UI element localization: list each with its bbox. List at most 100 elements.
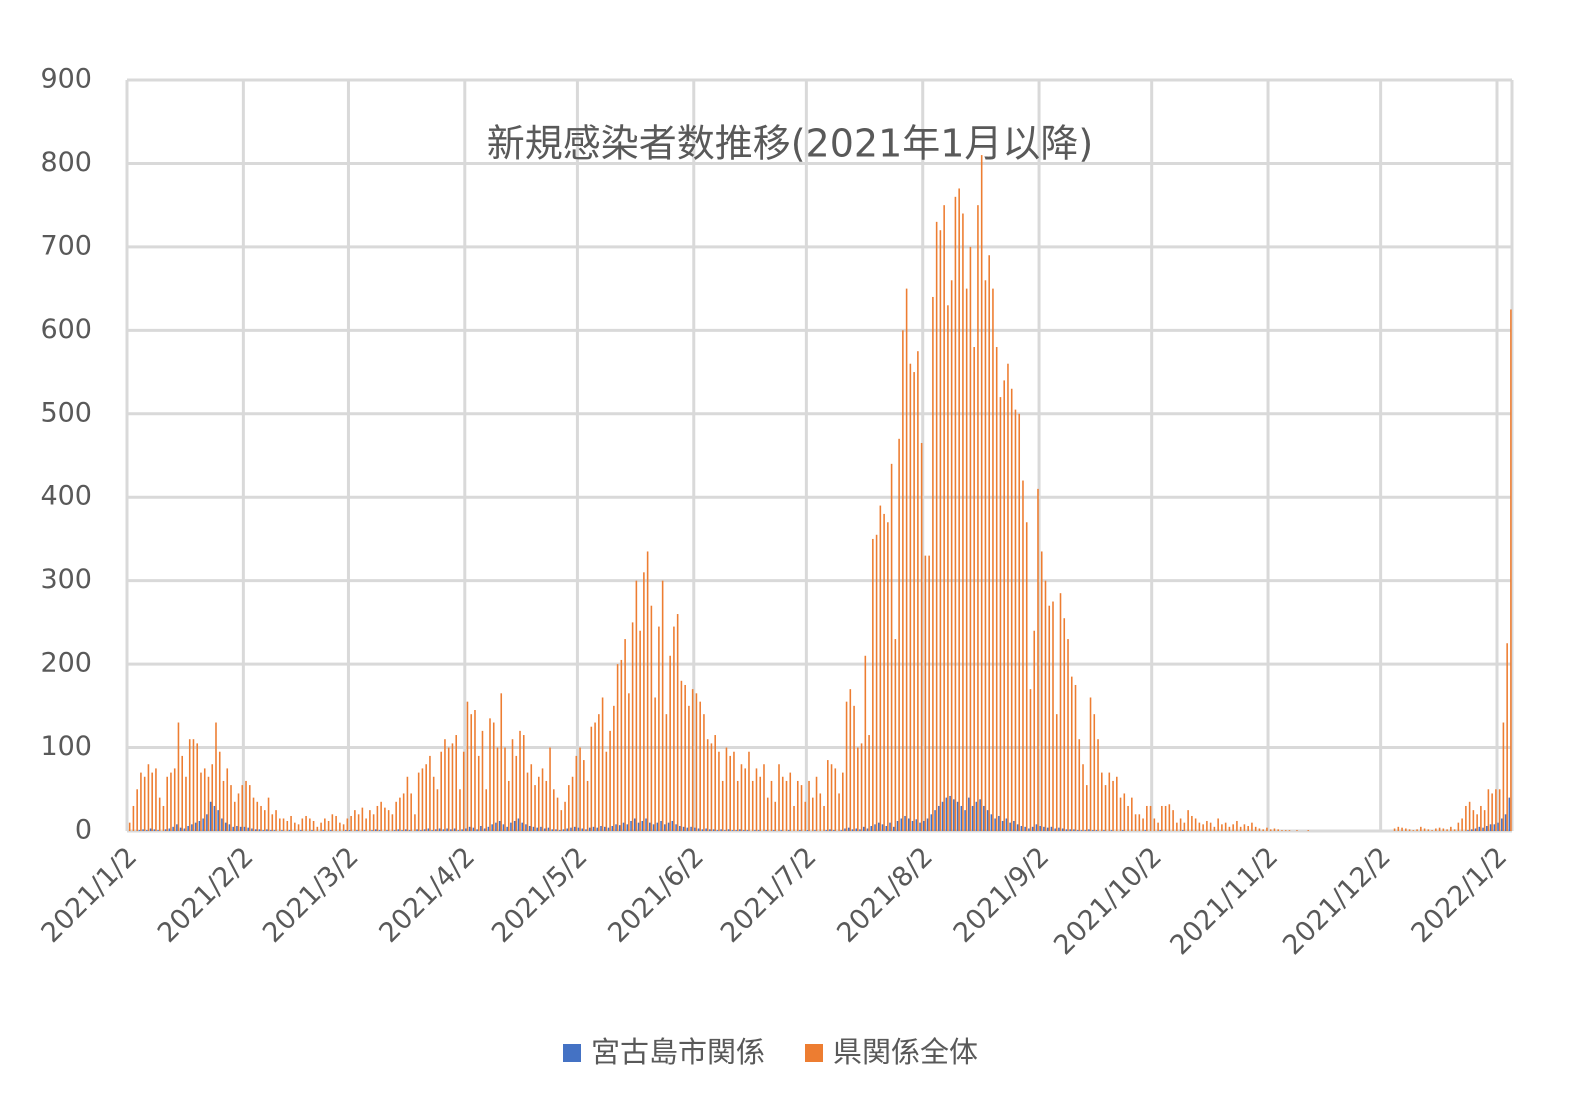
- bar: [594, 722, 596, 831]
- bar: [859, 829, 861, 831]
- bar: [575, 755, 578, 831]
- bar: [562, 829, 565, 831]
- bar: [457, 830, 460, 831]
- bar: [248, 785, 251, 831]
- bar: [459, 789, 461, 831]
- bar: [534, 785, 536, 831]
- bar: [1005, 818, 1008, 831]
- bar: [844, 828, 846, 831]
- bar: [564, 801, 566, 831]
- bar: [881, 824, 884, 831]
- bar: [847, 827, 850, 831]
- bar: [423, 829, 426, 831]
- bar: [202, 818, 204, 831]
- bar: [286, 820, 289, 831]
- bar: [938, 805, 940, 831]
- bar: [1471, 829, 1473, 831]
- bar: [1420, 826, 1422, 831]
- bar: [774, 801, 777, 831]
- y-tick-label: 600: [40, 314, 92, 345]
- bar: [1504, 814, 1507, 831]
- bar: [971, 805, 974, 831]
- bar: [827, 760, 829, 831]
- bar: [804, 801, 807, 831]
- bar: [192, 739, 195, 831]
- bar: [477, 755, 480, 831]
- bar: [279, 818, 281, 831]
- bar: [697, 828, 700, 831]
- bar: [553, 789, 555, 831]
- bar: [187, 825, 189, 831]
- bar: [780, 830, 782, 831]
- bar: [919, 822, 921, 831]
- bar: [1474, 828, 1477, 831]
- bar: [973, 347, 975, 831]
- bar: [496, 747, 499, 831]
- bar: [405, 829, 407, 831]
- bar: [720, 829, 722, 831]
- bar: [943, 205, 945, 831]
- bar: [502, 824, 505, 831]
- bar: [630, 820, 632, 831]
- bar: [975, 801, 978, 831]
- bar: [495, 822, 497, 831]
- bar: [607, 827, 610, 831]
- bar: [879, 505, 882, 831]
- bar: [1104, 785, 1107, 831]
- bar: [170, 772, 172, 831]
- bar: [421, 768, 424, 831]
- bar: [1288, 830, 1291, 831]
- bar: [739, 829, 741, 831]
- bar: [309, 818, 311, 831]
- bar: [1013, 820, 1015, 831]
- bar: [680, 680, 683, 831]
- bar: [1423, 828, 1426, 831]
- bar: [1239, 826, 1242, 831]
- bar: [369, 810, 371, 831]
- bar: [387, 810, 390, 831]
- bar: [1097, 739, 1099, 831]
- bar: [1489, 824, 1492, 831]
- bar: [155, 768, 157, 831]
- bar: [391, 814, 394, 831]
- bar: [166, 776, 168, 831]
- bar: [849, 689, 852, 831]
- bar: [1164, 805, 1167, 831]
- bar: [128, 822, 131, 831]
- bar: [1472, 810, 1475, 831]
- bar: [900, 818, 903, 831]
- bar: [447, 747, 450, 831]
- bar: [1273, 828, 1276, 831]
- bar: [628, 693, 630, 831]
- bar: [1269, 829, 1272, 831]
- bar: [243, 826, 246, 831]
- bar: [267, 797, 270, 831]
- bar: [1035, 824, 1038, 831]
- bar: [233, 801, 236, 831]
- bar: [690, 826, 692, 831]
- bar: [667, 822, 670, 831]
- bar: [356, 830, 358, 831]
- bar: [800, 785, 803, 831]
- bar: [926, 818, 929, 831]
- y-tick-label: 100: [40, 731, 92, 762]
- bar: [789, 772, 792, 831]
- bar: [1003, 380, 1005, 831]
- bar: [1442, 828, 1445, 831]
- bar: [540, 826, 542, 831]
- bar: [949, 795, 951, 831]
- bar: [1182, 830, 1184, 831]
- bar: [173, 768, 176, 831]
- bar: [1401, 827, 1403, 831]
- bar: [1040, 551, 1043, 831]
- bar: [376, 805, 379, 831]
- bar: [902, 330, 904, 831]
- bar: [275, 810, 277, 831]
- bar: [222, 780, 225, 831]
- bar: [241, 785, 244, 831]
- legend-swatch: [563, 1044, 581, 1062]
- bar: [1009, 822, 1011, 831]
- bar: [1149, 805, 1152, 831]
- bar: [363, 830, 366, 831]
- bar: [425, 764, 427, 831]
